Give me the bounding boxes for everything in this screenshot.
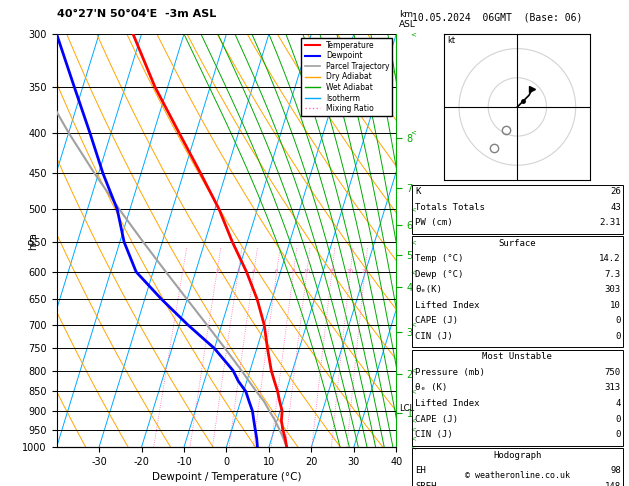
Text: 98: 98 bbox=[610, 466, 621, 475]
Text: Lifted Index: Lifted Index bbox=[415, 399, 480, 408]
Text: km
ASL: km ASL bbox=[399, 10, 416, 29]
Text: Dewp (°C): Dewp (°C) bbox=[415, 270, 464, 279]
Text: <: < bbox=[410, 417, 416, 423]
Text: <: < bbox=[410, 388, 416, 394]
Text: 43: 43 bbox=[610, 203, 621, 212]
Text: <: < bbox=[410, 322, 416, 328]
Text: 40°27'N 50°04'E  -3m ASL: 40°27'N 50°04'E -3m ASL bbox=[57, 9, 216, 19]
Text: <: < bbox=[410, 269, 416, 275]
X-axis label: Dewpoint / Temperature (°C): Dewpoint / Temperature (°C) bbox=[152, 472, 301, 483]
Text: CIN (J): CIN (J) bbox=[415, 332, 453, 341]
Text: 3: 3 bbox=[237, 269, 240, 275]
Text: Pressure (mb): Pressure (mb) bbox=[415, 368, 485, 377]
Text: SREH: SREH bbox=[415, 482, 437, 486]
Text: 4: 4 bbox=[615, 399, 621, 408]
Text: Most Unstable: Most Unstable bbox=[482, 352, 552, 362]
Text: <: < bbox=[410, 427, 416, 433]
Legend: Temperature, Dewpoint, Parcel Trajectory, Dry Adiabat, Wet Adiabat, Isotherm, Mi: Temperature, Dewpoint, Parcel Trajectory… bbox=[301, 38, 392, 116]
Text: 2.31: 2.31 bbox=[599, 218, 621, 227]
Text: EH: EH bbox=[415, 466, 426, 475]
Text: kt: kt bbox=[447, 36, 455, 45]
Text: 20: 20 bbox=[347, 269, 353, 275]
Text: 0: 0 bbox=[615, 316, 621, 326]
Text: hPa: hPa bbox=[28, 232, 38, 249]
Text: θₑ(K): θₑ(K) bbox=[415, 285, 442, 295]
Text: 313: 313 bbox=[604, 383, 621, 393]
Text: Temp (°C): Temp (°C) bbox=[415, 254, 464, 263]
Text: CIN (J): CIN (J) bbox=[415, 430, 453, 439]
Text: CAPE (J): CAPE (J) bbox=[415, 316, 458, 326]
Text: 0: 0 bbox=[615, 430, 621, 439]
Text: CAPE (J): CAPE (J) bbox=[415, 415, 458, 424]
Text: 26: 26 bbox=[610, 187, 621, 196]
Text: 10: 10 bbox=[610, 301, 621, 310]
Text: <: < bbox=[410, 435, 416, 441]
Text: <: < bbox=[410, 130, 416, 136]
Text: <: < bbox=[410, 367, 416, 374]
Text: 303: 303 bbox=[604, 285, 621, 295]
Text: 6: 6 bbox=[275, 269, 279, 275]
Text: LCL: LCL bbox=[399, 404, 415, 413]
Text: θₑ (K): θₑ (K) bbox=[415, 383, 447, 393]
Text: PW (cm): PW (cm) bbox=[415, 218, 453, 227]
Text: <: < bbox=[410, 444, 416, 450]
Text: 0: 0 bbox=[615, 415, 621, 424]
Text: Lifted Index: Lifted Index bbox=[415, 301, 480, 310]
Text: 2: 2 bbox=[215, 269, 219, 275]
Text: Hodograph: Hodograph bbox=[493, 451, 542, 460]
Text: Totals Totals: Totals Totals bbox=[415, 203, 485, 212]
Text: 1: 1 bbox=[181, 269, 184, 275]
Text: 7.3: 7.3 bbox=[604, 270, 621, 279]
Text: 25: 25 bbox=[361, 269, 369, 275]
Text: 8: 8 bbox=[292, 269, 295, 275]
Text: <: < bbox=[410, 239, 416, 245]
Text: 15: 15 bbox=[328, 269, 335, 275]
Text: 750: 750 bbox=[604, 368, 621, 377]
Text: Surface: Surface bbox=[499, 239, 536, 248]
Text: 14.2: 14.2 bbox=[599, 254, 621, 263]
Text: 10.05.2024  06GMT  (Base: 06): 10.05.2024 06GMT (Base: 06) bbox=[412, 12, 582, 22]
Text: 0: 0 bbox=[615, 332, 621, 341]
Text: K: K bbox=[415, 187, 421, 196]
Text: 148: 148 bbox=[604, 482, 621, 486]
Text: <: < bbox=[410, 31, 416, 37]
Text: 10: 10 bbox=[303, 269, 310, 275]
Text: © weatheronline.co.uk: © weatheronline.co.uk bbox=[465, 471, 570, 480]
Text: <: < bbox=[410, 206, 416, 212]
Text: 4: 4 bbox=[252, 269, 255, 275]
